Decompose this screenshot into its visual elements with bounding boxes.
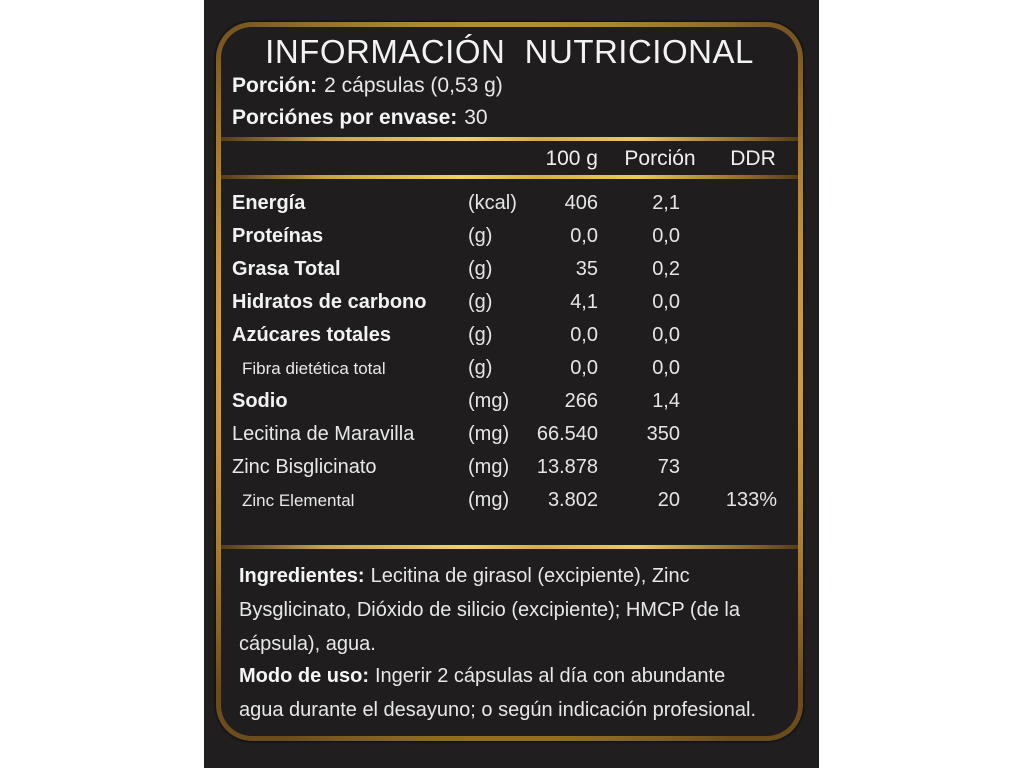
servings-per-pack-label: Porciónes por envase:: [232, 106, 458, 129]
value-ddr: [680, 286, 777, 319]
value-ddr: [680, 220, 777, 253]
nutrient-unit: (g): [468, 291, 493, 313]
value-ddr: [680, 451, 777, 484]
value-per-100g: 0,0: [570, 324, 598, 346]
table-row: Zinc Elemental (mg) 3.802 20 133%: [221, 484, 798, 517]
nutrient-name: Azúcares totales: [232, 324, 391, 346]
serving-size-line: Porción: 2 cápsulas (0,53 g): [232, 74, 503, 98]
table-row: Grasa Total (g) 35 0,2: [221, 253, 798, 286]
ingredients-label: Ingredientes:: [239, 565, 365, 587]
nutrient-unit: (g): [468, 357, 493, 379]
usage-paragraph: Modo de uso: Ingerir 2 cápsulas al día co…: [239, 659, 791, 727]
divider: [221, 545, 798, 549]
usage-line: agua durante el desayuno; o según indica…: [239, 699, 757, 721]
table-row: Fibra dietética total (g) 0,0 0,0: [221, 352, 798, 385]
value-per-100g: 406: [564, 192, 598, 214]
table-row: Proteínas (g) 0,0 0,0: [221, 220, 798, 253]
nutrient-name: Zinc Elemental: [242, 491, 355, 510]
nutrient-table: Energía (kcal) 406 2,1 Proteínas (g) 0,0…: [221, 187, 798, 517]
table-row: Energía (kcal) 406 2,1: [221, 187, 798, 220]
value-per-100g: 3.802: [547, 489, 598, 511]
nutrient-name: Lecitina de Maravilla: [232, 423, 415, 445]
nutrient-name: Sodio: [232, 390, 288, 412]
label-photo-background: INFORMACIÓN NUTRICIONAL Porción: 2 cápsul…: [204, 0, 819, 768]
nutrient-unit: (mg): [468, 489, 510, 511]
nutrient-unit: (g): [468, 324, 493, 346]
value-portion: 350: [646, 423, 680, 445]
gold-border-frame: INFORMACIÓN NUTRICIONAL Porción: 2 cápsul…: [216, 22, 803, 741]
value-per-100g: 66.540: [536, 423, 598, 445]
column-header-ddr: DDR: [730, 147, 776, 170]
nutrient-name: Energía: [232, 192, 306, 214]
value-ddr: [680, 418, 777, 451]
serving-size-value: 2 cápsulas (0,53 g): [324, 74, 503, 97]
nutrient-name: Zinc Bisglicinato: [232, 456, 377, 478]
label-title: INFORMACIÓN NUTRICIONAL: [265, 33, 754, 70]
table-row: Azúcares totales (g) 0,0 0,0: [221, 319, 798, 352]
ingredients-line: Ingredientes: Lecitina de girasol (excipi…: [239, 559, 791, 593]
value-per-100g: 35: [575, 258, 598, 280]
value-portion: 0,0: [652, 324, 680, 346]
table-row: Hidratos de carbono (g) 4,1 0,0: [221, 286, 798, 319]
value-portion: 0,0: [652, 357, 680, 379]
nutrient-unit: (mg): [468, 423, 510, 445]
table-row: Sodio (mg) 266 1,4: [221, 385, 798, 418]
nutrient-unit: (kcal): [468, 192, 517, 214]
column-header-per-100g: 100 g: [545, 147, 598, 170]
value-portion: 20: [657, 489, 680, 511]
servings-per-pack-value: 30: [464, 106, 488, 129]
value-portion: 0,0: [652, 291, 680, 313]
value-ddr: [680, 385, 777, 418]
ingredients-line: Bysglicinato, Dióxido de silicio (excipi…: [239, 599, 740, 621]
value-portion: 2,1: [652, 192, 680, 214]
serving-size-label: Porción:: [232, 74, 318, 97]
value-portion: 1,4: [652, 390, 680, 412]
divider: [221, 137, 798, 141]
usage-line: Modo de uso: Ingerir 2 cápsulas al día co…: [239, 659, 791, 693]
value-ddr: 133%: [725, 489, 777, 511]
value-per-100g: 0,0: [570, 357, 598, 379]
value-per-100g: 0,0: [570, 225, 598, 247]
nutrient-unit: (mg): [468, 390, 510, 412]
nutrient-name: Fibra dietética total: [242, 359, 386, 378]
ingredients-line: cápsula), agua.: [239, 633, 376, 655]
value-ddr: [680, 253, 777, 286]
column-header-portion: Porción: [624, 147, 696, 170]
value-ddr: [680, 352, 777, 385]
table-row: Zinc Bisglicinato (mg) 13.878 73: [221, 451, 798, 484]
nutrient-unit: (mg): [468, 456, 510, 478]
nutrient-name: Grasa Total: [232, 258, 341, 280]
value-portion: 0,0: [652, 225, 680, 247]
nutrient-name: Hidratos de carbono: [232, 291, 427, 313]
usage-text: Ingerir 2 cápsulas al día con abundante: [374, 665, 726, 687]
servings-per-pack-line: Porciónes por envase: 30: [232, 106, 488, 130]
nutrient-unit: (g): [468, 225, 493, 247]
table-row: Lecitina de Maravilla (mg) 66.540 350: [221, 418, 798, 451]
usage-label: Modo de uso:: [239, 665, 369, 687]
ingredients-text: Lecitina de girasol (excipiente), Zinc: [370, 565, 690, 587]
nutrient-unit: (g): [468, 258, 493, 280]
value-portion: 0,2: [652, 258, 680, 280]
ingredients-paragraph: Ingredientes: Lecitina de girasol (excipi…: [239, 559, 791, 661]
value-per-100g: 13.878: [536, 456, 598, 478]
value-per-100g: 266: [564, 390, 598, 412]
value-per-100g: 4,1: [570, 291, 598, 313]
value-ddr: [680, 319, 777, 352]
nutrient-name: Proteínas: [232, 225, 324, 247]
nutrition-label-panel: INFORMACIÓN NUTRICIONAL Porción: 2 cápsul…: [221, 27, 798, 736]
value-portion: 73: [657, 456, 680, 478]
value-ddr: [680, 187, 777, 220]
divider: [221, 175, 798, 179]
